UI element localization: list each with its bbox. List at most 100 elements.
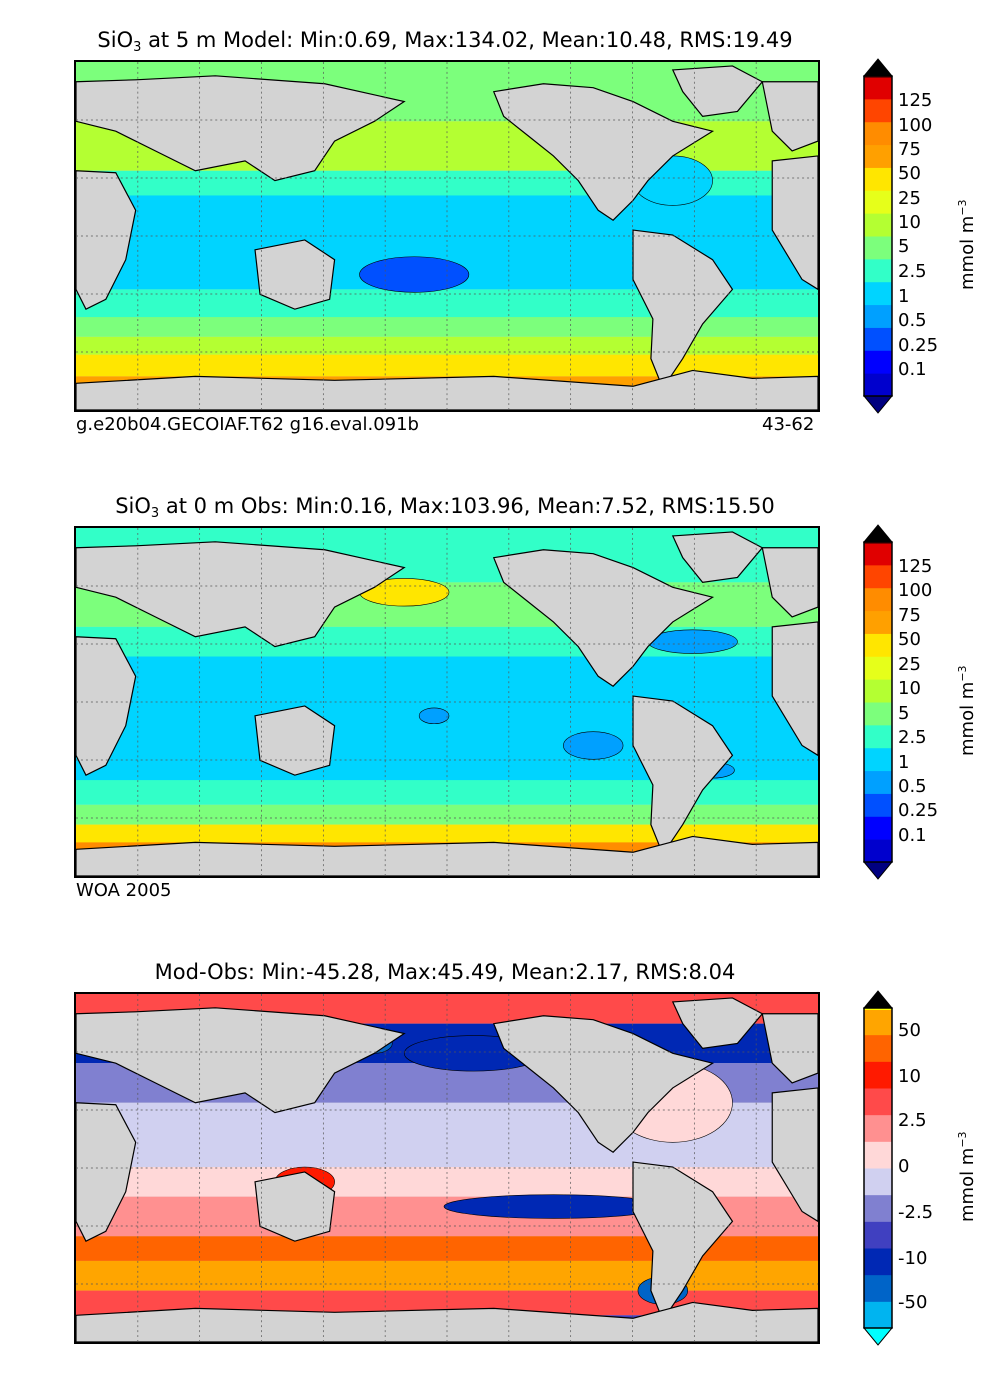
- contour-region: [563, 731, 624, 760]
- colorbar-extend-high: [862, 58, 894, 77]
- land-mass: [632, 1161, 734, 1322]
- colorbar-tick-label: 0.5: [898, 310, 927, 331]
- colorbar-tick-label: 2.5: [898, 261, 927, 282]
- colorbar-swatch: [864, 793, 892, 817]
- colorbar-swatch: [864, 190, 892, 214]
- land-mass: [76, 170, 137, 310]
- colorbar-tick-label: 100: [898, 115, 933, 136]
- colorbar-swatch: [864, 564, 892, 589]
- colorbar-swatch: [864, 258, 892, 283]
- colorbar-swatch: [864, 1008, 892, 1036]
- colorbar-tick-label: 5: [898, 703, 910, 724]
- map-obs: [74, 526, 820, 878]
- colorbar-extend-low: [862, 861, 894, 880]
- colorbar-swatch: [864, 1168, 892, 1196]
- colorbar-swatch: [864, 144, 892, 168]
- contour-region: [443, 1194, 664, 1219]
- colorbar-tick-label: 50: [898, 163, 921, 184]
- colorbar-tick-label: 0.1: [898, 359, 927, 380]
- land-mass: [492, 1015, 715, 1153]
- map-canvas: [76, 528, 818, 876]
- land-mass: [492, 83, 715, 221]
- land-mass: [671, 997, 764, 1050]
- panel-title-obs: SiO3 at 0 m Obs: Min:0.16, Max:103.96, M…: [115, 494, 775, 521]
- caption-case-name: g.e20b04.GECOIAF.T62 g16.eval.091b: [76, 414, 419, 435]
- colorbar-swatch: [864, 770, 892, 794]
- colorbar-swatch: [864, 167, 892, 191]
- colorbar-diff: [862, 990, 894, 1346]
- colorbar-unit-obs: mmol m−3: [956, 665, 978, 756]
- colorbar-tick-label: 10: [898, 1066, 921, 1087]
- colorbar-swatch: [864, 76, 892, 78]
- colorbar-swatch: [864, 724, 892, 749]
- colorbar-tick-label: 2.5: [898, 1110, 927, 1131]
- colorbar-swatch: [864, 1034, 892, 1062]
- colorbar-swatch: [864, 633, 892, 657]
- colorbar-swatch: [864, 236, 892, 260]
- colorbar-tick-label: 50: [898, 1020, 921, 1041]
- colorbar-extend-high: [862, 524, 894, 543]
- land-mass: [671, 531, 764, 584]
- colorbar-swatch: [864, 304, 892, 328]
- panel-title-diff: Mod-Obs: Min:-45.28, Max:45.49, Mean:2.1…: [154, 960, 736, 984]
- colorbar-swatch: [864, 702, 892, 726]
- contour-region: [359, 256, 470, 293]
- colorbar-tick-label: 25: [898, 654, 921, 675]
- colorbar-extend-low: [862, 395, 894, 414]
- contour-region: [418, 707, 450, 725]
- colorbar-tick-label: 50: [898, 629, 921, 650]
- colorbar-swatch: [864, 656, 892, 680]
- map-canvas: [76, 994, 818, 1342]
- colorbar-swatch: [864, 542, 892, 566]
- colorbar-outline: [863, 75, 893, 397]
- land-mass: [632, 229, 734, 390]
- colorbar-tick-label: -50: [898, 1292, 928, 1313]
- land-mass: [492, 549, 715, 687]
- colorbar-swatch: [864, 76, 892, 100]
- colorbar-tick-label: 75: [898, 605, 921, 626]
- colorbar-tick-label: 2.5: [898, 727, 927, 748]
- colorbar-tick-label: 5: [898, 236, 910, 257]
- colorbar-tick-label: 0.5: [898, 776, 927, 797]
- land-mass: [76, 541, 406, 648]
- colorbar-swatch: [864, 610, 892, 634]
- colorbar-swatch: [864, 98, 892, 123]
- colorbar-swatch: [864, 1274, 892, 1302]
- colorbar-extend-high: [862, 990, 894, 1009]
- colorbar-swatch: [864, 281, 892, 306]
- colorbar-swatch: [864, 1248, 892, 1276]
- colorbar-tick-label: 10: [898, 212, 921, 233]
- colorbar-tick-label: 0.1: [898, 825, 927, 846]
- colorbar-swatch: [864, 121, 892, 146]
- colorbar-tick-label: 25: [898, 188, 921, 209]
- colorbar-swatch: [864, 1061, 892, 1089]
- colorbar-tick-label: -10: [898, 1248, 928, 1269]
- colorbar-swatch: [864, 679, 892, 703]
- colorbar-tick-label: -2.5: [898, 1202, 934, 1223]
- map-canvas: [76, 62, 818, 410]
- colorbar-outline: [863, 1007, 893, 1329]
- colorbar-swatch: [864, 350, 892, 374]
- colorbar-swatch: [864, 1221, 892, 1249]
- land-mass: [761, 81, 818, 152]
- land-mass: [76, 1102, 137, 1242]
- land-mass: [771, 155, 818, 291]
- land-mass: [761, 547, 818, 618]
- map-model: [74, 60, 820, 412]
- panel-title-model: SiO3 at 5 m Model: Min:0.69, Max:134.02,…: [97, 28, 793, 55]
- land-mass: [76, 75, 406, 182]
- colorbar-swatch: [864, 213, 892, 237]
- colorbar-swatch: [864, 587, 892, 612]
- colorbar-extend-low: [862, 1327, 894, 1346]
- colorbar-tick-label: 1: [898, 286, 910, 307]
- colorbar-swatch: [864, 1088, 892, 1116]
- land-mass: [761, 1013, 818, 1084]
- colorbar-tick-label: 10: [898, 678, 921, 699]
- colorbar-model: [862, 58, 894, 414]
- caption-source: WOA 2005: [76, 880, 172, 901]
- map-diff: [74, 992, 820, 1344]
- colorbar-swatch: [864, 816, 892, 840]
- colorbar-tick-label: 125: [898, 556, 933, 577]
- colorbar-tick-label: 0.25: [898, 800, 939, 821]
- colorbar-swatch: [864, 1114, 892, 1142]
